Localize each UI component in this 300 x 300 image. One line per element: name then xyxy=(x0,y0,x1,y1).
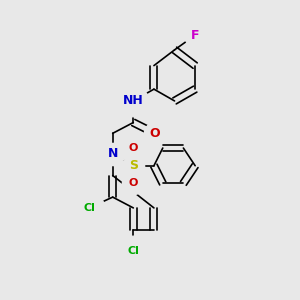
Text: N: N xyxy=(107,147,118,161)
Text: O: O xyxy=(129,143,138,153)
Text: Cl: Cl xyxy=(83,203,95,213)
Text: O: O xyxy=(150,127,160,140)
Text: S: S xyxy=(129,159,138,172)
Text: Cl: Cl xyxy=(128,246,139,256)
Text: F: F xyxy=(191,29,200,42)
Text: NH: NH xyxy=(123,94,144,107)
Text: O: O xyxy=(129,178,138,188)
